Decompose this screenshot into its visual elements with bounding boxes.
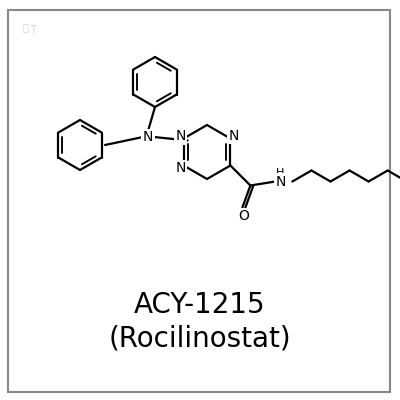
Text: O: O [238, 210, 249, 224]
Text: N: N [143, 130, 153, 144]
FancyBboxPatch shape [8, 10, 390, 392]
Text: (Rocilinostat): (Rocilinostat) [109, 324, 291, 352]
Text: N: N [176, 162, 186, 176]
Text: ACY-1215: ACY-1215 [134, 291, 266, 319]
Text: 🍄: 🍄 [22, 22, 28, 32]
Text: N: N [275, 174, 286, 188]
Text: T: T [30, 25, 36, 35]
Text: N: N [176, 130, 186, 144]
Text: N: N [228, 128, 238, 142]
Text: H: H [276, 168, 284, 178]
